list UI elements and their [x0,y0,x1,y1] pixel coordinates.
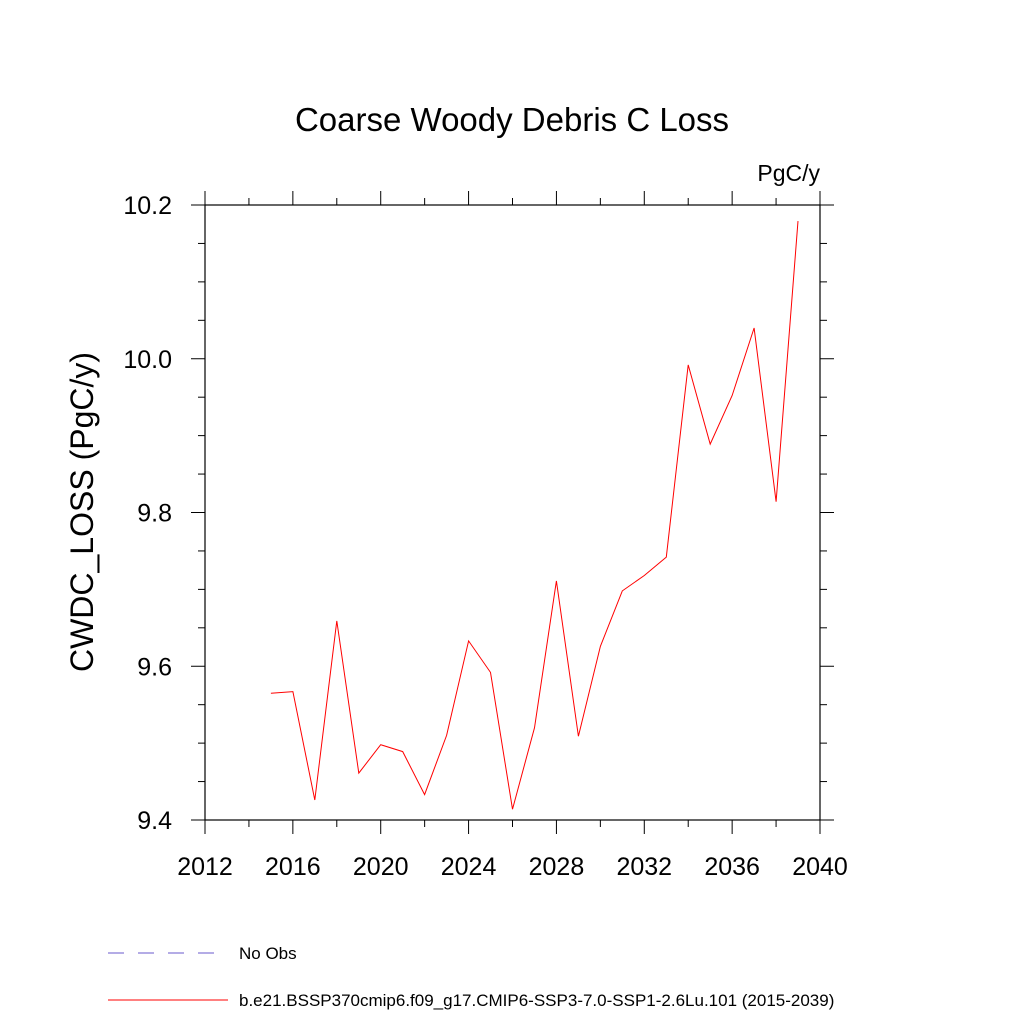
legend-label-model-run: b.e21.BSSP370cmip6.f09_g17.CMIP6-SSP3-7.… [239,991,834,1010]
y-tick-label: 10.2 [123,192,172,220]
x-tick-label: 2032 [616,853,672,881]
x-tick-label: 2012 [177,853,233,881]
x-tick-label: 2040 [792,853,848,881]
plot-area: 2012 2016 2020 2024 2028 2032 2036 2040 9.4 9.6 9.… [123,191,848,881]
chart-title: Coarse Woody Debris C Loss [295,101,729,138]
x-tick-label: 2024 [441,853,497,881]
y-tick-label: 9.4 [137,807,172,835]
legend: No Obs b.e21.BSSP370cmip6.f09_g17.CMIP6-… [108,944,834,1010]
y-tick-label: 9.6 [137,653,172,681]
units-label: PgC/y [757,160,820,186]
x-tick-label: 2016 [265,853,321,881]
x-tick-label: 2020 [353,853,409,881]
series-line [270,221,799,810]
plot-frame [204,204,821,821]
y-tick-label: 10.0 [123,346,172,374]
legend-label-no-obs: No Obs [239,944,297,963]
x-tick-label: 2028 [529,853,585,881]
y-axis-label: CWDC_LOSS (PgC/y) [64,352,100,672]
y-tick-label: 9.8 [137,500,172,528]
x-tick-label: 2036 [704,853,760,881]
